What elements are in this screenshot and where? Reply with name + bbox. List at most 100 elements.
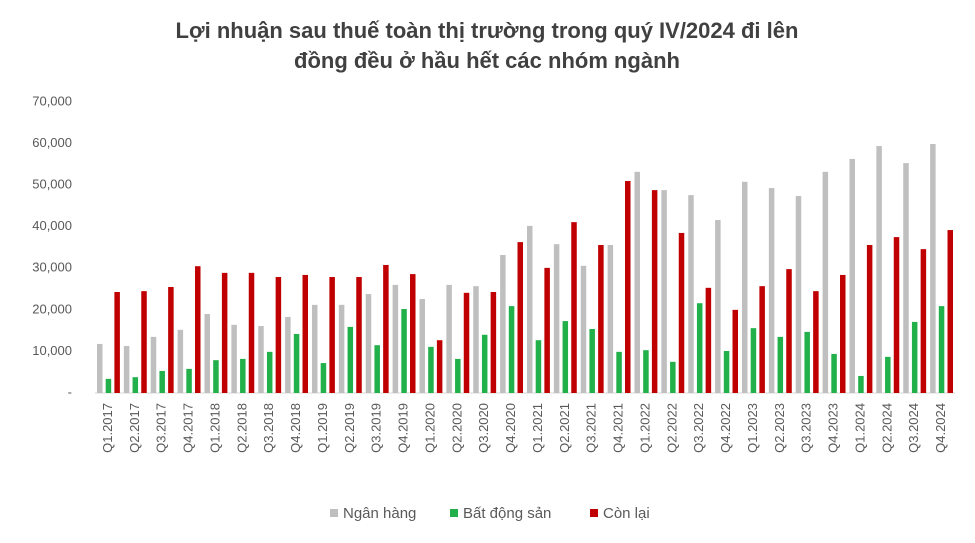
x-tick-label: Q4.2021 <box>611 403 626 453</box>
bar <box>213 360 219 393</box>
bar <box>338 304 345 393</box>
x-tick-label: Q3.2022 <box>691 403 706 453</box>
bar <box>311 304 318 393</box>
bar <box>105 378 112 393</box>
bar <box>320 363 327 393</box>
bar <box>356 277 362 393</box>
bar <box>866 245 873 393</box>
bar <box>481 334 488 393</box>
x-tick-label: Q2.2021 <box>557 403 572 453</box>
x-tick-label: Q1.2023 <box>745 403 760 453</box>
bar <box>920 249 927 393</box>
bar <box>562 321 569 393</box>
x-tick-label: Q2.2023 <box>772 403 787 453</box>
bar <box>715 220 721 393</box>
bar <box>938 306 945 393</box>
bar <box>822 171 829 393</box>
legend-label: Bất động sản <box>463 505 551 522</box>
bar <box>293 333 300 393</box>
x-tick-label: Q2.2024 <box>879 403 894 453</box>
bar <box>947 230 954 393</box>
x-tick-label: Q4.2022 <box>718 403 733 453</box>
x-tick-label: Q4.2024 <box>933 403 948 453</box>
bar <box>589 328 595 393</box>
bar <box>678 232 685 393</box>
bar <box>285 316 291 393</box>
legend-label: Còn lại <box>603 505 650 522</box>
bar <box>795 195 802 393</box>
bar <box>571 222 577 393</box>
bar <box>383 264 389 393</box>
x-tick-label: Q1.2019 <box>315 403 330 453</box>
bar <box>168 286 174 393</box>
bar <box>696 303 703 393</box>
bar <box>930 143 936 393</box>
bar <box>150 336 157 393</box>
y-tick-label: 70,000 <box>32 93 72 108</box>
bar <box>114 291 120 393</box>
x-tick-label: Q2.2020 <box>449 403 464 453</box>
bar <box>221 272 228 393</box>
x-tick-label: Q3.2021 <box>584 403 599 453</box>
bar <box>893 237 900 393</box>
bar <box>580 265 587 393</box>
bar <box>186 368 192 393</box>
bar <box>436 340 443 393</box>
bar <box>598 245 604 393</box>
bar <box>885 356 891 393</box>
legend-swatch <box>450 509 458 517</box>
x-tick-label: Q2.2022 <box>664 403 679 453</box>
y-tick-label: 20,000 <box>32 301 72 316</box>
x-tick-label: Q4.2020 <box>503 403 518 453</box>
bar <box>132 377 139 393</box>
bar <box>419 299 425 393</box>
bar <box>607 245 614 393</box>
y-tick-label: 40,000 <box>32 218 72 233</box>
bar <box>553 244 560 393</box>
x-tick-label: Q1.2017 <box>100 403 115 453</box>
y-tick-label: 50,000 <box>32 177 72 192</box>
bar <box>858 375 864 393</box>
x-tick-label: Q3.2019 <box>369 403 384 453</box>
bar <box>231 324 237 393</box>
bar <box>831 353 837 393</box>
bar <box>275 277 282 393</box>
bar <box>625 180 631 393</box>
bar <box>302 274 309 393</box>
bar <box>500 254 506 393</box>
bar <box>177 329 184 393</box>
x-tick-label: Q3.2023 <box>799 403 814 453</box>
bar <box>508 306 515 393</box>
bar <box>240 358 246 393</box>
bar <box>705 287 712 393</box>
x-tick-label: Q3.2024 <box>906 403 921 453</box>
y-tick-label: - <box>68 384 72 399</box>
bar <box>473 286 479 393</box>
bar <box>732 309 739 393</box>
bar <box>813 291 819 393</box>
bar <box>634 171 640 393</box>
bar <box>401 309 407 393</box>
bar <box>777 336 784 393</box>
bar <box>535 340 542 393</box>
bar <box>876 146 882 393</box>
bar <box>266 351 273 393</box>
bar <box>526 225 533 393</box>
bar <box>446 284 452 393</box>
bar <box>258 326 264 393</box>
bar <box>544 267 550 393</box>
bar <box>786 269 792 393</box>
x-tick-label: Q2.2017 <box>127 403 142 453</box>
bar <box>688 195 694 393</box>
bar <box>428 346 434 393</box>
bar <box>651 190 658 393</box>
x-tick-label: Q4.2023 <box>826 403 841 453</box>
x-tick-label: Q2.2019 <box>342 403 357 453</box>
x-tick-label: Q1.2021 <box>530 403 545 453</box>
bar <box>661 190 667 393</box>
bar <box>903 163 909 393</box>
x-tick-label: Q3.2018 <box>261 403 276 453</box>
bar <box>347 326 354 393</box>
bar <box>759 286 765 393</box>
legend-swatch <box>590 509 598 517</box>
